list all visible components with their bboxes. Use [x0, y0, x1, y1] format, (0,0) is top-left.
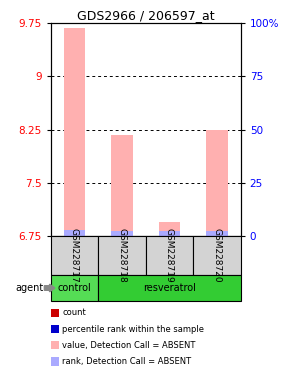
Title: GDS2966 / 206597_at: GDS2966 / 206597_at — [77, 9, 215, 22]
Text: rank, Detection Call = ABSENT: rank, Detection Call = ABSENT — [62, 357, 191, 366]
Bar — [111, 231, 133, 236]
Text: resveratrol: resveratrol — [143, 283, 196, 293]
Text: count: count — [62, 308, 86, 318]
Text: GSM228719: GSM228719 — [165, 228, 174, 283]
Text: control: control — [58, 283, 91, 293]
Text: value, Detection Call = ABSENT: value, Detection Call = ABSENT — [62, 341, 196, 350]
Bar — [206, 130, 228, 236]
Text: GSM228718: GSM228718 — [117, 228, 126, 283]
Bar — [64, 28, 85, 236]
Text: GSM228720: GSM228720 — [213, 228, 222, 283]
Bar — [159, 222, 180, 236]
Text: agent: agent — [15, 283, 44, 293]
Text: percentile rank within the sample: percentile rank within the sample — [62, 324, 204, 334]
Bar — [159, 231, 180, 236]
Bar — [64, 230, 85, 236]
Text: GSM228717: GSM228717 — [70, 228, 79, 283]
Bar — [111, 134, 133, 236]
Bar — [206, 231, 228, 236]
